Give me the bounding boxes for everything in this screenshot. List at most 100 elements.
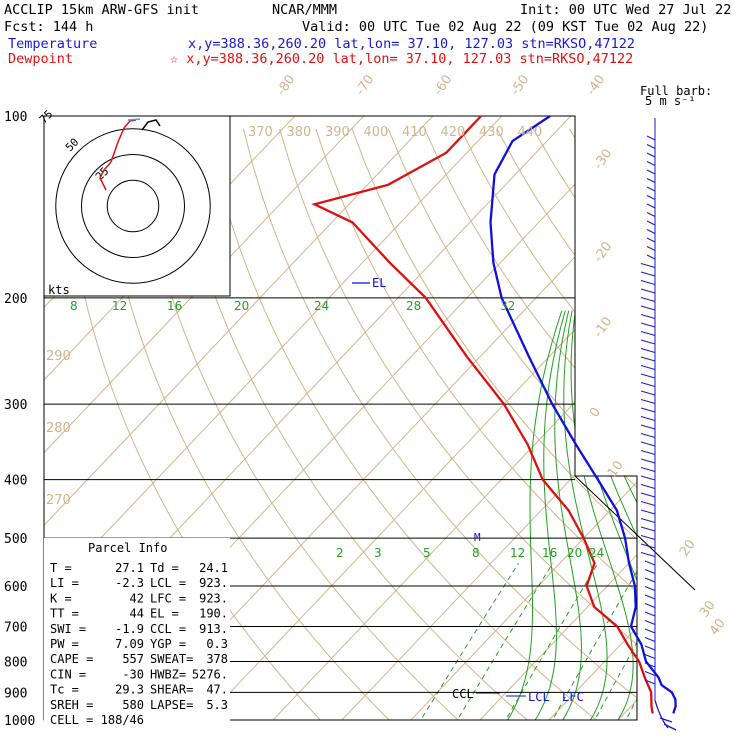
parcel-row-label: LCL = [150, 576, 186, 590]
mixing-ratio-label: 20 [567, 546, 582, 560]
parcel-row-value: 190. [199, 607, 228, 621]
moist-adiabat-line [563, 310, 608, 720]
hodograph-trace-top [127, 118, 141, 121]
wind-barb [640, 450, 656, 455]
wind-barb [640, 339, 656, 345]
wind-barb [644, 645, 656, 651]
forecast-hour: Fcst: 144 h [4, 19, 93, 35]
parcel-row-label: CAPE = [50, 652, 93, 666]
dry-adiabat-line [496, 128, 637, 720]
parcel-row-label: SREH = [50, 698, 93, 712]
theta-label: 410 [402, 125, 427, 140]
wind-barb [640, 424, 656, 430]
parcel-row-label: EL = [150, 607, 179, 621]
temperature-location: x,y=388.36,260.20 lat,lon= 37.10, 127.03… [188, 36, 635, 52]
parcel-row-label: LFC = [150, 591, 186, 605]
wind-barb [640, 509, 656, 515]
isotherm-label: -30 [591, 146, 615, 172]
wind-barb [644, 620, 656, 625]
wind-barb [646, 186, 656, 192]
theta-label: 390 [325, 125, 350, 140]
parcel-row-value: -30 [122, 667, 144, 681]
theta-label: 440 [518, 125, 543, 140]
wind-barb [644, 611, 656, 617]
pressure-tick-label: 600 [4, 580, 27, 595]
parcel-row-value: 0.3 [206, 637, 228, 651]
isotherm-label: 0 [587, 405, 604, 420]
wind-barb [640, 484, 656, 489]
isotherm-label: 20 [677, 537, 699, 559]
moist-adiabat-line [498, 310, 563, 720]
wind-barb [644, 586, 656, 591]
pressure-tick-label: 1000 [4, 714, 35, 729]
moist-adiabat-label: 28 [406, 299, 421, 313]
wind-barb [640, 271, 656, 277]
wind-barb [644, 637, 656, 642]
wind-barb [640, 382, 656, 387]
isotherm-line [203, 116, 637, 720]
parcel-row-value: 7.09 [115, 637, 144, 651]
parcel-row-value: 188/46 [101, 713, 144, 727]
wind-barb [640, 314, 656, 319]
hodograph-units: kts [48, 283, 70, 297]
parcel-row-value: 24.1 [199, 561, 228, 575]
wind-barb [646, 212, 656, 217]
wind-barb [646, 254, 656, 260]
hodograph-ring [55, 128, 211, 284]
isotherm-label: -80 [274, 72, 298, 98]
isotherm-line [479, 116, 637, 720]
theta-label: 280 [46, 421, 71, 436]
moist-adiabat-label: 12 [112, 299, 127, 313]
init-time: Init: 00 UTC Wed 27 Jul 22 [520, 2, 731, 18]
theta-label: 290 [46, 349, 71, 364]
mixing-ratio-label: 16 [542, 546, 557, 560]
dry-adiabat-line [351, 128, 637, 720]
dewpoint-legend: Dewpoint [8, 51, 73, 67]
isotherm-line [44, 116, 434, 720]
wind-barb [640, 526, 656, 532]
moist-adiabat-label: 16 [167, 299, 182, 313]
wind-barb [640, 518, 656, 523]
dry-adiabat-line [279, 128, 637, 720]
m-label: M [474, 531, 481, 544]
theta-label: 270 [46, 493, 71, 508]
dry-adiabat-line [134, 128, 473, 720]
isotherm-line [341, 116, 637, 720]
wind-barb [646, 135, 656, 141]
wind-barb [646, 161, 656, 166]
isotherm-label: -50 [508, 72, 532, 98]
isotherm-label: -10 [591, 314, 615, 340]
theta-label: 370 [248, 125, 273, 140]
wind-barb [644, 569, 656, 574]
parcel-row-value: 5.3 [206, 698, 228, 712]
wind-barb [644, 679, 656, 685]
dry-adiabat-line [206, 128, 613, 720]
hodograph-trace-low [99, 161, 112, 191]
wind-barb [640, 373, 656, 379]
moist-adiabat-label: 24 [314, 299, 329, 313]
wind-barb [640, 322, 656, 328]
wind-barb-surface [654, 699, 677, 731]
isotherm-label: 10 [605, 458, 627, 480]
lfc-label: LFC [562, 690, 584, 704]
moist-adiabat-label: 32 [500, 299, 515, 313]
theta-label: 430 [479, 125, 504, 140]
mixing-ratio-line [412, 562, 519, 720]
parcel-row-value: -2.3 [115, 576, 144, 590]
parcel-info-panel: Parcel Info T = 27.1 Td = 24.1 LI = -2.3 LCL =… [44, 538, 230, 728]
dry-adiabat-line [642, 129, 740, 733]
pressure-tick-label: 900 [4, 686, 27, 701]
wind-barb [646, 237, 656, 243]
parcel-row-label: Td = [150, 561, 179, 575]
wind-barb [640, 552, 656, 557]
mixing-ratio-label: 2 [336, 546, 344, 560]
pressure-tick-label: 300 [4, 398, 27, 413]
wind-barb [640, 331, 656, 336]
wind-barbs [640, 118, 677, 731]
wind-barb [640, 390, 656, 396]
dry-adiabat-line [98, 128, 403, 720]
isotherm-line [272, 116, 637, 720]
parcel-row-value: 913. [199, 622, 228, 636]
